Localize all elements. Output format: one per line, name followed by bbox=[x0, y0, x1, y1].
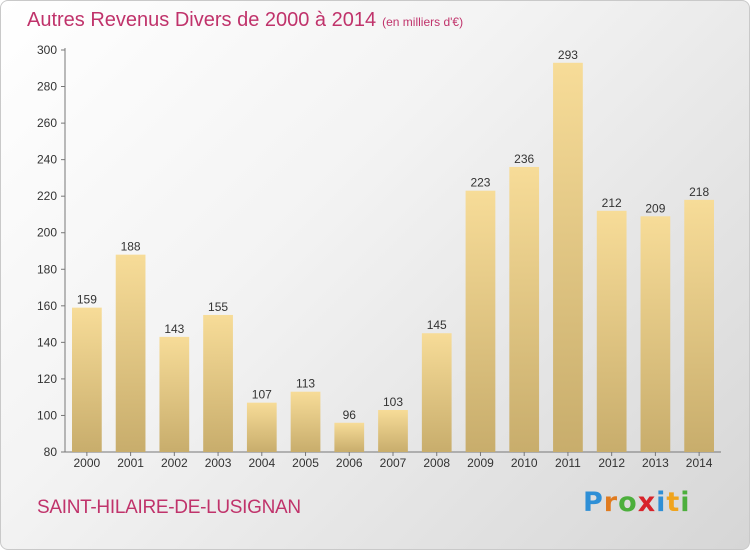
bar bbox=[246, 402, 277, 452]
bar bbox=[421, 333, 452, 452]
bar bbox=[465, 190, 496, 452]
data-label: 145 bbox=[427, 318, 447, 332]
y-tick-label: 180 bbox=[37, 262, 57, 276]
logo-letter: i bbox=[680, 487, 691, 518]
bar bbox=[509, 166, 540, 453]
x-tick-label: 2008 bbox=[423, 456, 450, 470]
y-tick-label: 160 bbox=[37, 299, 57, 313]
chart-subtitle: (en milliers d'€) bbox=[382, 15, 464, 29]
data-label: 107 bbox=[252, 388, 272, 402]
y-tick-label: 240 bbox=[37, 153, 57, 167]
bar bbox=[553, 62, 583, 453]
bar bbox=[203, 314, 233, 452]
data-label: 209 bbox=[645, 201, 665, 215]
bar bbox=[115, 254, 146, 452]
bar bbox=[334, 422, 365, 452]
x-tick-label: 2013 bbox=[642, 456, 669, 470]
chart-title-text: Autres Revenus Divers de 2000 à 2014 bbox=[27, 9, 377, 31]
data-label: 188 bbox=[121, 240, 141, 254]
bar bbox=[596, 210, 627, 452]
data-label: 103 bbox=[383, 395, 403, 409]
y-tick-label: 260 bbox=[37, 116, 57, 130]
x-tick-label: 2014 bbox=[686, 456, 713, 470]
data-label: 218 bbox=[689, 185, 709, 199]
logo-letter: r bbox=[603, 487, 619, 518]
x-tick-label: 2005 bbox=[292, 456, 319, 470]
data-label: 293 bbox=[558, 48, 578, 62]
x-tick-label: 2009 bbox=[467, 456, 494, 470]
x-tick-label: 2000 bbox=[74, 456, 101, 470]
x-tick-label: 2007 bbox=[380, 456, 407, 470]
data-label: 113 bbox=[296, 377, 315, 391]
x-tick-label: 2011 bbox=[555, 456, 581, 470]
x-tick-label: 2002 bbox=[161, 456, 188, 470]
bar bbox=[290, 391, 321, 452]
y-tick-label: 80 bbox=[44, 445, 58, 459]
x-tick-label: 2004 bbox=[248, 456, 275, 470]
bar bbox=[684, 199, 715, 452]
logo-letter: x bbox=[637, 487, 657, 518]
y-tick-label: 200 bbox=[37, 226, 57, 240]
data-label: 236 bbox=[514, 152, 534, 166]
logo-letter: P bbox=[583, 487, 604, 518]
town-name: SAINT-HILAIRE-DE-LUSIGNAN bbox=[37, 497, 301, 518]
bar bbox=[159, 336, 190, 452]
y-tick-label: 280 bbox=[37, 80, 57, 94]
data-label: 143 bbox=[164, 322, 184, 336]
data-label: 223 bbox=[470, 176, 490, 190]
y-tick-label: 140 bbox=[37, 335, 57, 349]
x-tick-label: 2010 bbox=[511, 456, 538, 470]
bar bbox=[71, 307, 102, 452]
logo-letter: o bbox=[618, 487, 638, 518]
x-tick-label: 2012 bbox=[598, 456, 625, 470]
proxiti-logo: Proxiti bbox=[583, 487, 691, 518]
logo-letter: t bbox=[666, 487, 681, 518]
bar bbox=[640, 216, 671, 452]
chart-title: Autres Revenus Divers de 2000 à 2014 (en … bbox=[27, 9, 463, 32]
y-tick-label: 120 bbox=[37, 372, 57, 386]
x-tick-label: 2006 bbox=[336, 456, 363, 470]
x-tick-label: 2001 bbox=[117, 456, 144, 470]
y-tick-label: 220 bbox=[37, 189, 57, 203]
y-tick-label: 300 bbox=[37, 43, 57, 57]
logo-letter: i bbox=[656, 487, 667, 518]
bar bbox=[378, 409, 408, 452]
data-label: 212 bbox=[602, 196, 622, 210]
data-label: 155 bbox=[208, 300, 228, 314]
data-label: 159 bbox=[77, 293, 97, 307]
data-label: 96 bbox=[343, 408, 357, 422]
x-tick-label: 2003 bbox=[205, 456, 232, 470]
y-tick-label: 100 bbox=[37, 408, 57, 422]
